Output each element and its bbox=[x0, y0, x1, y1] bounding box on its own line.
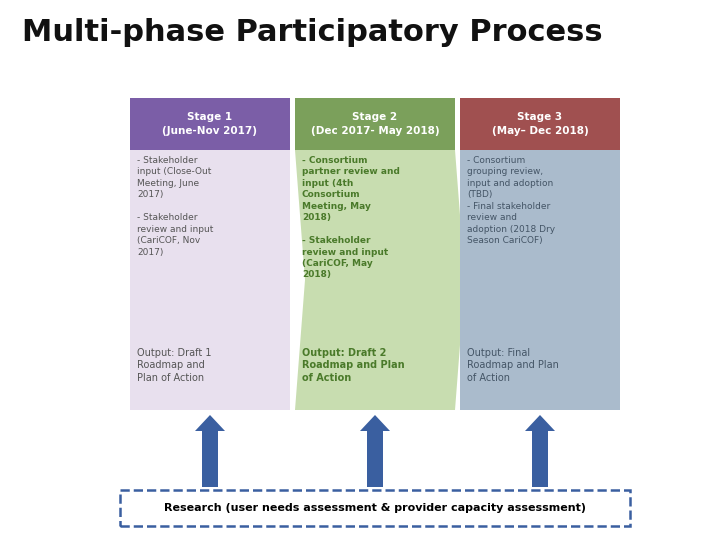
Bar bbox=[460, 150, 620, 410]
Text: Output: Draft 1
Roadmap and
Plan of Action: Output: Draft 1 Roadmap and Plan of Acti… bbox=[137, 348, 212, 383]
Text: Stage 1
(June-Nov 2017): Stage 1 (June-Nov 2017) bbox=[163, 112, 258, 136]
Bar bbox=[295, 98, 455, 150]
Polygon shape bbox=[295, 150, 465, 410]
Polygon shape bbox=[525, 415, 555, 431]
Bar bbox=[532, 431, 548, 487]
Text: Stage 3
(May– Dec 2018): Stage 3 (May– Dec 2018) bbox=[492, 112, 588, 136]
Bar bbox=[202, 431, 218, 487]
Text: Research (user needs assessment & provider capacity assessment): Research (user needs assessment & provid… bbox=[164, 503, 586, 513]
Text: Output: Final
Roadmap and Plan
of Action: Output: Final Roadmap and Plan of Action bbox=[467, 348, 559, 383]
Bar bbox=[367, 431, 383, 487]
Polygon shape bbox=[195, 415, 225, 431]
Text: - Consortium
grouping review,
input and adoption
(TBD)
- Final stakeholder
revie: - Consortium grouping review, input and … bbox=[467, 156, 555, 245]
Text: - Consortium
partner review and
input (4th
Consortium
Meeting, May
2018)

- Stak: - Consortium partner review and input (4… bbox=[302, 156, 400, 280]
Bar bbox=[130, 150, 290, 410]
Polygon shape bbox=[360, 415, 390, 431]
Bar bbox=[130, 98, 290, 150]
Text: Output: Draft 2
Roadmap and Plan
of Action: Output: Draft 2 Roadmap and Plan of Acti… bbox=[302, 348, 405, 383]
Text: - Stakeholder
input (Close-Out
Meeting, June
2017)

- Stakeholder
review and inp: - Stakeholder input (Close-Out Meeting, … bbox=[137, 156, 213, 256]
Text: Stage 2
(Dec 2017- May 2018): Stage 2 (Dec 2017- May 2018) bbox=[311, 112, 439, 136]
Bar bbox=[460, 98, 620, 150]
FancyBboxPatch shape bbox=[120, 490, 630, 526]
Text: Multi-phase Participatory Process: Multi-phase Participatory Process bbox=[22, 18, 603, 47]
